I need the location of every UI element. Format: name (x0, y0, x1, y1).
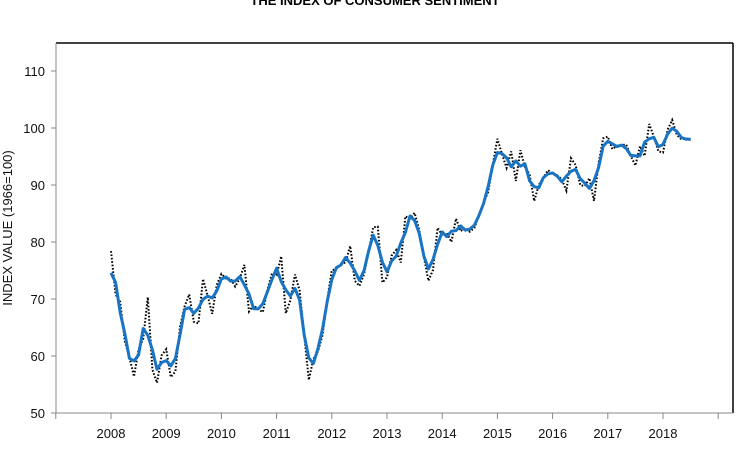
y-tick-label: 60 (31, 349, 45, 364)
x-tick-label: 2018 (649, 426, 678, 441)
x-tick-label: 2014 (428, 426, 457, 441)
x-tick-label: 2011 (263, 426, 291, 441)
series-line-monthly (110, 117, 691, 384)
y-tick: 60 (31, 349, 56, 364)
y-tick-label: 90 (31, 178, 45, 193)
chart-title: THE INDEX OF CONSUMER SENTIMENT (250, 0, 500, 8)
x-tick-label: 2008 (97, 426, 126, 441)
x-tick-label: 2017 (593, 426, 622, 441)
x-tick-label: 2016 (538, 426, 567, 441)
x-tick-label: 2012 (317, 426, 346, 441)
y-tick-label: 80 (31, 235, 45, 250)
y-tick: 80 (31, 235, 56, 250)
x-tick-label: 2010 (207, 426, 236, 441)
y-axis-label: INDEX VALUE (1966=100) (0, 150, 15, 305)
y-tick-label: 50 (31, 406, 45, 421)
y-tick: 50 (31, 406, 56, 421)
y-tick: 90 (31, 178, 56, 193)
y-tick-label: 70 (31, 292, 45, 307)
x-tick-label: 2015 (483, 426, 512, 441)
y-tick-label: 110 (24, 64, 45, 79)
plot-frame (55, 42, 734, 414)
y-tick: 100 (23, 121, 56, 136)
y-tick: 70 (31, 292, 56, 307)
x-tick-label: 2013 (373, 426, 402, 441)
y-tick: 110 (24, 64, 56, 79)
y-tick-label: 100 (23, 121, 45, 136)
series-line-smoothed (109, 126, 691, 371)
x-tick-label: 2009 (152, 426, 181, 441)
